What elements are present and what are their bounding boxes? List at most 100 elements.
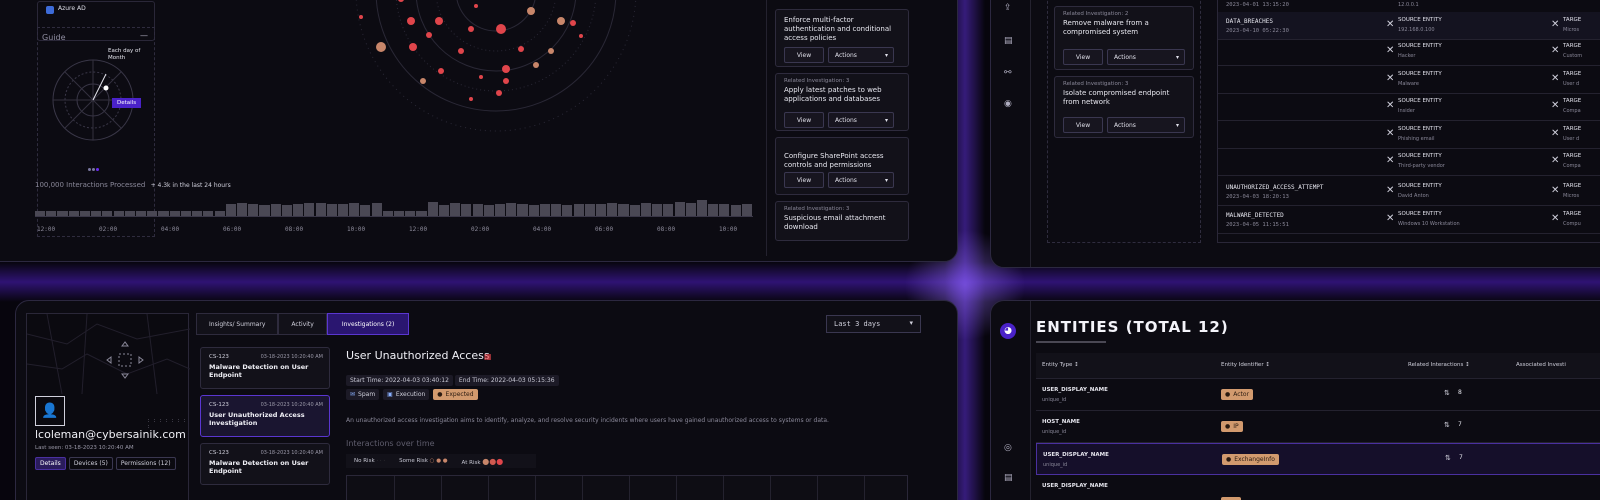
case-card[interactable]: CS-123 03-18-2023 10:20:40 AM Malware Dete… bbox=[200, 443, 330, 485]
recommendation-card[interactable]: Enforce multi-factor authentication and … bbox=[775, 9, 909, 67]
histogram-bar bbox=[113, 211, 124, 216]
interaction-bubble[interactable] bbox=[468, 26, 474, 32]
interaction-bubble[interactable] bbox=[496, 90, 502, 96]
actions-dropdown[interactable]: Actions ▾ bbox=[828, 47, 894, 63]
interaction-bubble[interactable] bbox=[407, 17, 415, 25]
interaction-bubble[interactable] bbox=[409, 43, 417, 51]
histogram-bar bbox=[270, 204, 281, 216]
guide-pagination[interactable] bbox=[88, 156, 99, 175]
interaction-bubble[interactable] bbox=[579, 34, 583, 38]
event-row[interactable]: ✕ SOURCE ENTITY Malware ✕ TARGE User d bbox=[1218, 66, 1600, 94]
list-icon[interactable]: ▤ bbox=[1004, 36, 1013, 46]
dashboard-panel-user: 👤 : : : : : : : : lcoleman@cybersainik.c… bbox=[15, 300, 958, 500]
interaction-bubble[interactable] bbox=[359, 15, 363, 19]
actions-dropdown[interactable]: Actions ▾ bbox=[828, 112, 894, 128]
event-row[interactable]: ✕ SOURCE ENTITY Hacker ✕ TARGE Custom bbox=[1218, 38, 1600, 66]
actions-dropdown[interactable]: Actions ▾ bbox=[828, 172, 894, 188]
dashboard-icon[interactable]: ◎ bbox=[1004, 443, 1012, 453]
tag-execution[interactable]: ▣ Execution bbox=[383, 389, 430, 400]
column-header[interactable]: Entity Type ↕ bbox=[1042, 362, 1079, 368]
actions-dropdown[interactable]: Actions ▾ bbox=[1107, 49, 1185, 65]
tab-investigations[interactable]: Investigations (2) bbox=[326, 313, 410, 335]
time-range: Start Time: 2022-04-03 03:40:12 End Time… bbox=[346, 375, 559, 386]
interaction-bubble[interactable] bbox=[557, 17, 565, 25]
alien-logo-icon[interactable]: ◕ bbox=[1000, 323, 1016, 339]
investigation-card[interactable]: Related Investigation: 3 Isolate comprom… bbox=[1054, 76, 1194, 138]
upload-icon[interactable]: ⇪ bbox=[1004, 3, 1012, 13]
event-row[interactable]: UNAUTHORIZED_ACCESS_ATTEMPT 2023-04-03 18… bbox=[1218, 178, 1600, 206]
details-chip[interactable]: Details bbox=[112, 98, 142, 108]
view-button[interactable]: View bbox=[784, 172, 824, 188]
profile-tab-details[interactable]: Details bbox=[35, 457, 66, 470]
case-card[interactable]: CS-123 03-18-2023 10:20:40 AM Malware Dete… bbox=[200, 347, 330, 389]
table-row[interactable]: HOST_NAME unique_id ● IP ⇅ 7 bbox=[1036, 411, 1600, 443]
event-row[interactable]: MALWARE_DETECTED 2023-04-05 11:15:51 ✕ SOUR… bbox=[1218, 206, 1600, 234]
actions-dropdown[interactable]: Actions ▾ bbox=[1107, 117, 1185, 133]
tag-expected[interactable]: ● Expected bbox=[433, 389, 478, 400]
event-row[interactable]: DATA_BREACHES 2023-04-10 05:22:30 ✕ SOURCE … bbox=[1218, 12, 1600, 40]
column-header[interactable]: Entity Identifier ↕ bbox=[1221, 362, 1270, 368]
view-button[interactable]: View bbox=[1063, 49, 1103, 65]
interaction-bubble[interactable] bbox=[527, 7, 535, 15]
entity-identifier-tag[interactable]: ● Actor bbox=[1221, 389, 1254, 400]
interaction-bubble[interactable] bbox=[426, 32, 432, 38]
histogram-bar bbox=[180, 211, 191, 216]
interaction-bubble[interactable] bbox=[420, 78, 426, 84]
table-row[interactable]: USER_DISPLAY_NAME unique_id ● Actor ⇅ 8 bbox=[1036, 379, 1600, 411]
column-header[interactable]: Associated Investi bbox=[1516, 362, 1566, 368]
recommendation-card[interactable]: Configure SharePoint access controls and… bbox=[775, 137, 909, 195]
interaction-bubble[interactable] bbox=[496, 24, 506, 34]
related-investigation: Related Investigation: 3 bbox=[1063, 81, 1129, 87]
interaction-bubble[interactable] bbox=[469, 97, 473, 101]
event-row[interactable]: ✕ SOURCE ENTITY Insider ✕ TARGE Compa bbox=[1218, 93, 1600, 121]
case-card[interactable]: CS-123 03-18-2023 10:20:40 AM User Unautho… bbox=[200, 395, 330, 437]
view-button[interactable]: View bbox=[784, 112, 824, 128]
profile-tab-permissions[interactable]: Permissions (12) bbox=[115, 457, 176, 470]
entity-identifier-tag[interactable] bbox=[1221, 497, 1241, 500]
view-button[interactable]: View bbox=[1063, 117, 1103, 133]
interaction-bubble[interactable] bbox=[438, 68, 444, 74]
tag-spam[interactable]: ✉ Spam bbox=[346, 389, 380, 400]
interaction-bubble[interactable] bbox=[458, 48, 464, 54]
entity-identifier-tag[interactable]: ● IP bbox=[1221, 421, 1243, 432]
source-entity-value: Malware bbox=[1398, 81, 1419, 87]
interaction-bubble[interactable] bbox=[398, 0, 404, 2]
close-icon: ✕ bbox=[1551, 128, 1560, 139]
interaction-bubble[interactable] bbox=[518, 46, 524, 52]
recommendation-card[interactable]: Related Investigation: 3 Suspicious emai… bbox=[775, 201, 909, 241]
interaction-bubble[interactable] bbox=[548, 48, 554, 54]
actions-label: Actions bbox=[1114, 121, 1136, 129]
entity-identifier-tag[interactable]: ● ExchangeInfo bbox=[1222, 454, 1279, 465]
interaction-bubble[interactable] bbox=[479, 75, 483, 79]
interaction-bubble[interactable] bbox=[376, 42, 386, 52]
histogram-bar bbox=[57, 211, 68, 216]
range-select[interactable]: Last 3 days ▾ bbox=[826, 315, 921, 333]
interaction-bubble[interactable] bbox=[502, 65, 510, 73]
recommendation-card[interactable]: Related Investigation: 3 Apply latest pa… bbox=[775, 73, 909, 131]
target-entity-value: User d bbox=[1563, 81, 1580, 87]
investigation-card[interactable]: Related Investigation: 2 Remove malware … bbox=[1054, 6, 1194, 70]
interactions-histogram bbox=[35, 193, 753, 217]
table-row[interactable]: USER_DISPLAY_NAME unique_id ● ExchangeInfo ⇅… bbox=[1036, 443, 1600, 475]
event-row[interactable]: ✕ SOURCE ENTITY Phishing email ✕ TARGE User d bbox=[1218, 121, 1600, 149]
calendar-icon[interactable]: ▦ bbox=[484, 352, 492, 361]
tab-insights[interactable]: Insights/ Summary bbox=[196, 313, 279, 335]
globe-icon[interactable]: ◉ bbox=[1004, 99, 1012, 109]
column-header[interactable]: Related Interactions ↕ bbox=[1408, 362, 1470, 368]
avatar[interactable]: 👤 bbox=[35, 396, 65, 426]
identity-provider-card[interactable]: Azure AD bbox=[37, 1, 155, 41]
interaction-bubble[interactable] bbox=[570, 20, 576, 26]
minimize-button[interactable]: — bbox=[140, 31, 148, 40]
event-row[interactable]: ✕ SOURCE ENTITY Third-party vendor ✕ TARGE Co… bbox=[1218, 148, 1600, 176]
interaction-bubble[interactable] bbox=[435, 17, 443, 25]
graph-icon[interactable]: ⚯ bbox=[1004, 68, 1012, 78]
interaction-bubble[interactable] bbox=[503, 78, 509, 84]
profile-tab-devices[interactable]: Devices (5) bbox=[68, 457, 113, 470]
table-row[interactable]: USER_DISPLAY_NAME bbox=[1036, 475, 1600, 500]
tab-activity[interactable]: Activity bbox=[278, 313, 327, 335]
interaction-bubble[interactable] bbox=[474, 4, 478, 8]
interaction-bubble[interactable] bbox=[533, 62, 539, 68]
interaction-bubble-map[interactable] bbox=[321, 0, 651, 141]
view-button[interactable]: View bbox=[784, 47, 824, 63]
document-icon[interactable]: ▤ bbox=[1004, 473, 1013, 483]
